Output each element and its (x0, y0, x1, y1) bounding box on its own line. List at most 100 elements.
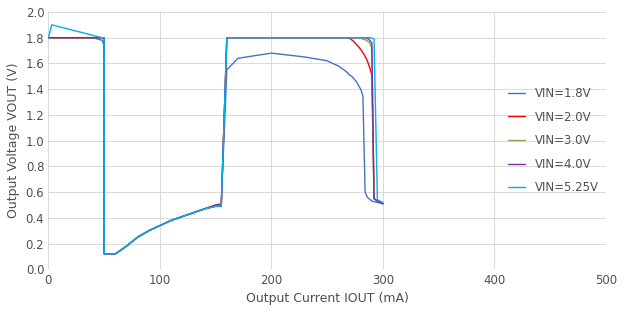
VIN=1.8V (134, 235, 142, 239)
VIN=4.0V (145, 229, 152, 233)
VIN=3.0V (341, 36, 349, 40)
VIN=2.0V (156, 224, 163, 227)
VIN=1.8V (357, 87, 364, 91)
VIN=3.0V (106, 252, 114, 256)
VIN=1.8V (190, 211, 197, 215)
VIN=4.0V (167, 219, 175, 222)
VIN=1.8V (323, 59, 331, 63)
Line: VIN=2.0V: VIN=2.0V (49, 38, 383, 254)
VIN=2.0V (354, 44, 361, 47)
VIN=1.8V (350, 77, 358, 81)
VIN=4.0V (100, 252, 108, 256)
VIN=4.0V (361, 36, 369, 40)
VIN=1.8V (268, 51, 275, 55)
VIN=2.0V (112, 252, 119, 256)
VIN=1.8V (167, 219, 175, 222)
VIN=4.0V (374, 199, 381, 203)
Line: VIN=1.8V: VIN=1.8V (49, 38, 383, 254)
VIN=4.0V (364, 37, 372, 41)
VIN=5.25V (100, 252, 108, 256)
VIN=4.0V (348, 36, 356, 40)
VIN=2.0V (323, 36, 331, 40)
VIN=5.25V (100, 36, 108, 40)
VIN=3.0V (359, 37, 367, 41)
X-axis label: Output Current IOUT (mA): Output Current IOUT (mA) (246, 292, 409, 305)
Line: VIN=3.0V: VIN=3.0V (49, 38, 383, 254)
VIN=3.0V (178, 215, 186, 218)
VIN=1.8V (218, 202, 225, 206)
VIN=3.0V (368, 46, 376, 50)
VIN=3.0V (167, 219, 175, 222)
VIN=3.0V (346, 36, 353, 40)
VIN=1.8V (354, 83, 362, 87)
VIN=1.8V (344, 71, 351, 74)
VIN=2.0V (366, 66, 373, 69)
VIN=2.0V (145, 229, 152, 233)
VIN=2.0V (190, 211, 197, 215)
VIN=2.0V (201, 207, 208, 211)
VIN=1.8V (368, 199, 376, 203)
VIN=3.0V (379, 202, 387, 206)
VIN=5.25V (156, 224, 163, 227)
VIN=1.8V (346, 73, 353, 77)
VIN=1.8V (106, 252, 114, 256)
VIN=4.0V (343, 36, 350, 40)
VIN=3.0V (218, 204, 225, 208)
VIN=2.0V (347, 37, 354, 41)
VIN=5.25V (112, 252, 119, 256)
VIN=1.8V (112, 252, 119, 256)
VIN=1.8V (301, 55, 309, 59)
VIN=4.0V (98, 36, 105, 40)
VIN=4.0V (45, 36, 52, 40)
Legend: VIN=1.8V, VIN=2.0V, VIN=3.0V, VIN=4.0V, VIN=5.25V: VIN=1.8V, VIN=2.0V, VIN=3.0V, VIN=4.0V, … (503, 82, 603, 199)
VIN=5.25V (364, 36, 371, 40)
VIN=1.8V (361, 190, 369, 194)
VIN=1.8V (100, 44, 108, 47)
VIN=5.25V (323, 36, 331, 40)
VIN=2.0V (370, 197, 378, 200)
VIN=1.8V (364, 195, 371, 199)
VIN=2.0V (45, 36, 52, 40)
VIN=5.25V (134, 235, 142, 239)
VIN=2.0V (178, 215, 186, 218)
VIN=5.25V (370, 37, 378, 41)
VIN=1.8V (56, 36, 63, 40)
VIN=3.0V (354, 36, 362, 40)
VIN=3.0V (145, 229, 152, 233)
VIN=2.0V (350, 40, 358, 43)
VIN=2.0V (218, 203, 225, 207)
VIN=5.25V (349, 36, 356, 40)
VIN=5.25V (379, 201, 387, 204)
VIN=3.0V (370, 197, 378, 200)
VIN=5.25V (48, 23, 56, 27)
VIN=1.8V (379, 202, 387, 206)
VIN=1.8V (145, 229, 152, 233)
VIN=3.0V (212, 204, 220, 208)
VIN=3.0V (190, 211, 197, 215)
VIN=4.0V (212, 204, 220, 208)
VIN=5.25V (337, 36, 344, 40)
VIN=2.0V (374, 199, 381, 203)
VIN=2.0V (337, 36, 344, 40)
VIN=5.25V (223, 36, 231, 40)
VIN=1.8V (123, 244, 130, 248)
VIN=3.0V (156, 224, 163, 227)
VIN=1.8V (178, 215, 186, 218)
VIN=4.0V (337, 36, 344, 40)
VIN=1.8V (78, 36, 85, 40)
VIN=1.8V (348, 75, 356, 78)
VIN=5.25V (359, 36, 367, 40)
VIN=3.0V (323, 36, 331, 40)
VIN=2.0V (364, 59, 371, 63)
VIN=2.0V (98, 36, 105, 40)
VIN=1.8V (353, 80, 360, 83)
VIN=5.25V (178, 215, 186, 218)
VIN=3.0V (112, 252, 119, 256)
VIN=2.0V (134, 235, 142, 239)
VIN=5.25V (218, 204, 225, 208)
VIN=3.0V (98, 36, 105, 40)
VIN=1.8V (100, 252, 108, 256)
VIN=3.0V (123, 244, 130, 248)
VIN=2.0V (357, 47, 364, 51)
VIN=1.8V (48, 36, 56, 40)
